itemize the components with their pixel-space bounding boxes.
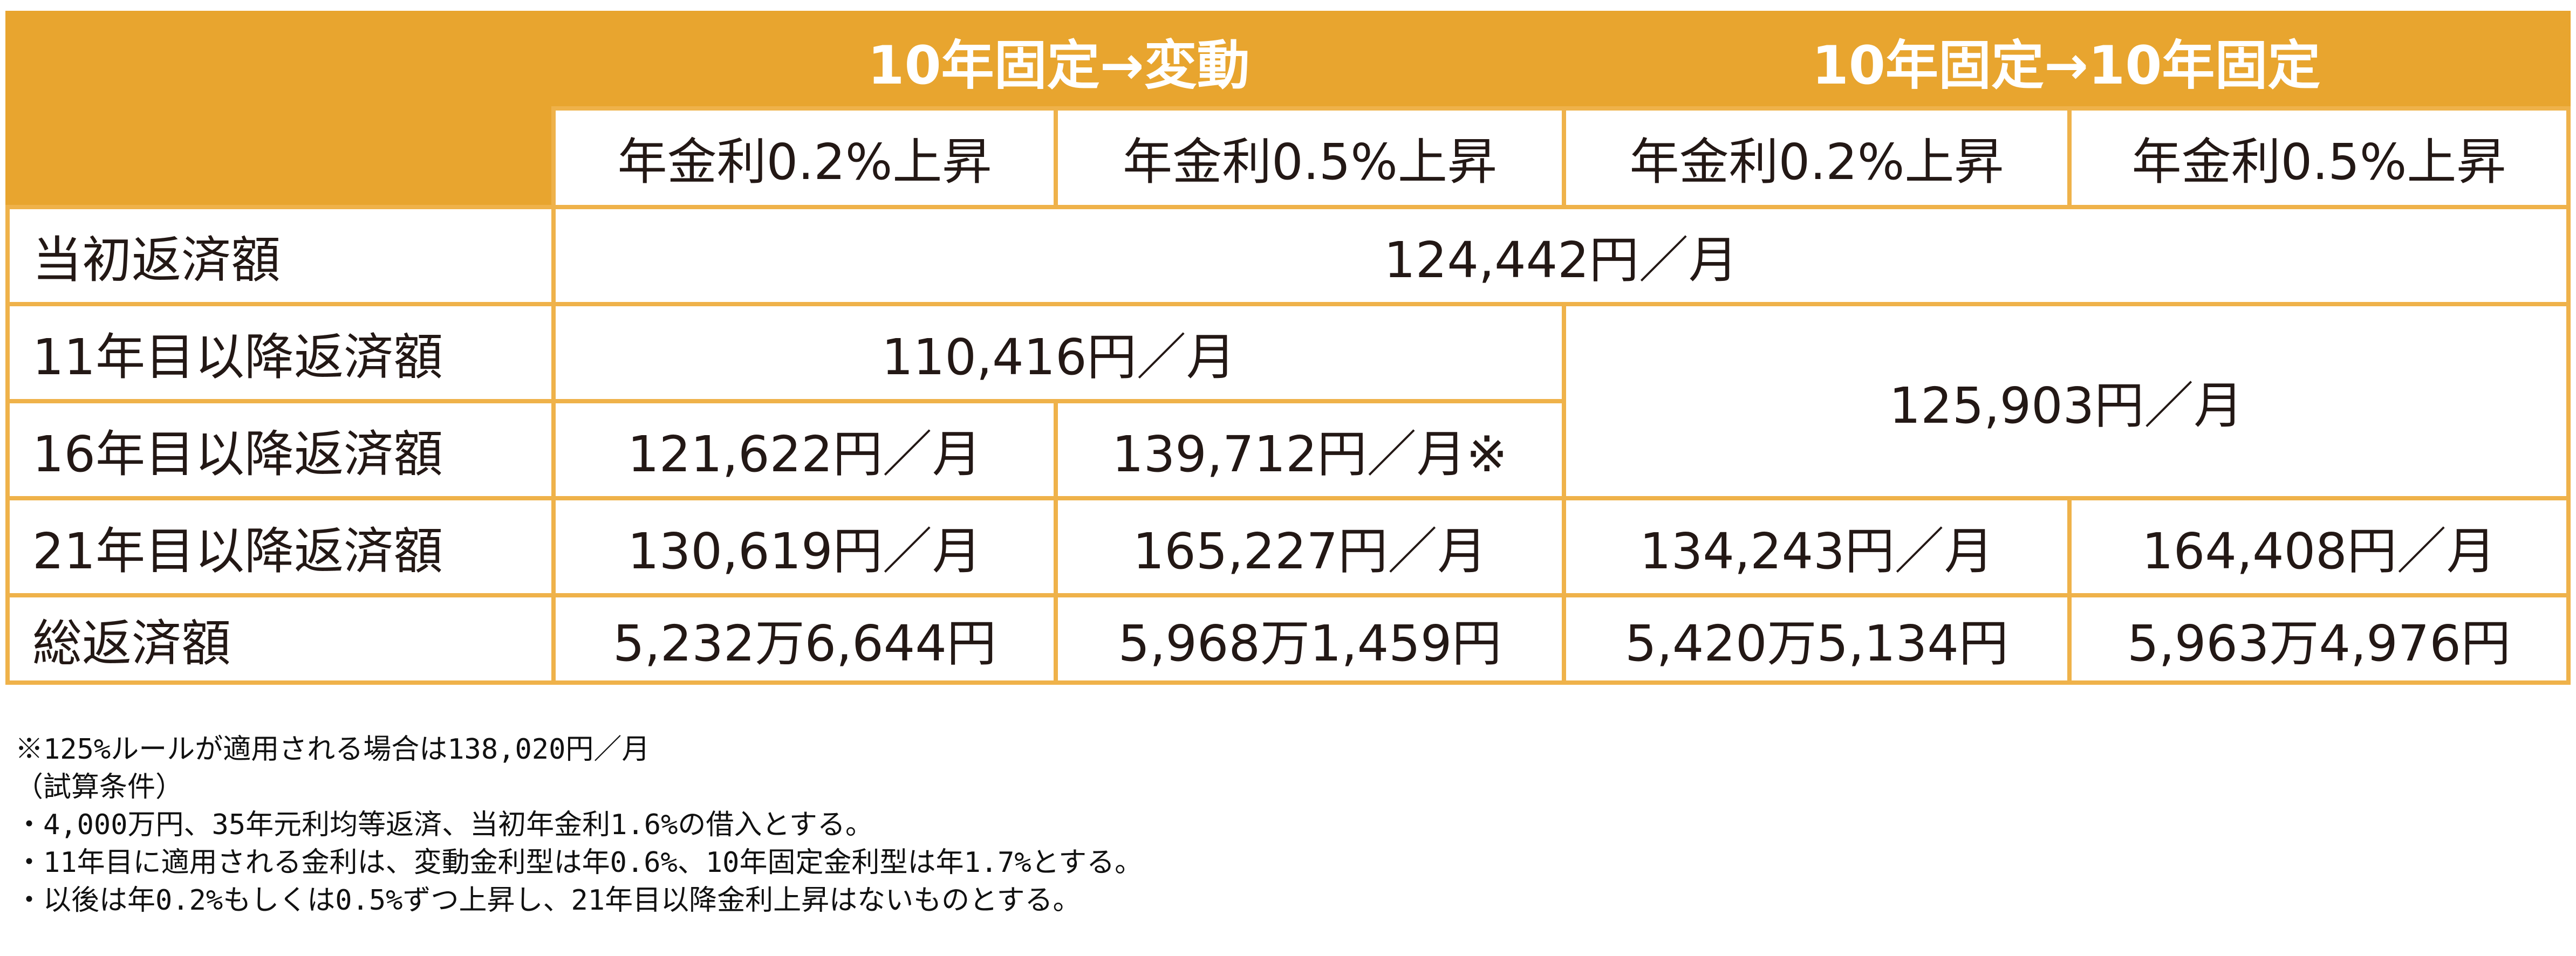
- footnotes: ※125%ルールが適用される場合は138,020円／月 （試算条件） ・4,00…: [15, 731, 2551, 919]
- row-label-year11: 11年目以降返済額: [5, 302, 556, 403]
- comparison-table: 10年固定→変動 10年固定→10年固定 年金利0.2%上昇 年金利0.5%上昇…: [5, 11, 2571, 685]
- year21-variable-05-value: 165,227円／月: [1054, 496, 1566, 597]
- group-header-variable: 10年固定→変動: [556, 11, 1562, 111]
- note-125-rule: ※125%ルールが適用される場合は138,020円／月: [15, 733, 650, 766]
- group-header-fixed: 10年固定→10年固定: [1562, 11, 2571, 111]
- year21-fixed-05-value: 164,408円／月: [2067, 496, 2571, 597]
- note-rate-year11: ・11年目に適用される金利は、変動金利型は年0.6%、10年固定金利型は年1.7…: [15, 847, 1143, 879]
- year16-variable-02-value: 121,622円／月: [551, 399, 1058, 500]
- note-rate-increase: ・以後は年0.2%もしくは0.5%ずつ上昇し、21年目以降金利上昇はないものとす…: [15, 884, 1081, 917]
- sub-header-variable-02: 年金利0.2%上昇: [551, 106, 1058, 209]
- year11-16-fixed-value: 125,903円／月: [1562, 302, 2571, 500]
- year16-variable-05-value: 139,712円／月※: [1054, 399, 1566, 500]
- year21-fixed-02-value: 134,243円／月: [1562, 496, 2072, 597]
- row-label-initial: 当初返済額: [5, 205, 556, 306]
- row-label-year21: 21年目以降返済額: [5, 496, 556, 597]
- year11-variable-value: 110,416円／月: [551, 302, 1566, 403]
- initial-payment-value: 124,442円／月: [551, 205, 2571, 306]
- sub-header-fixed-02: 年金利0.2%上昇: [1562, 106, 2072, 209]
- total-fixed-02-value: 5,420万5,134円: [1562, 593, 2072, 685]
- year21-variable-02-value: 130,619円／月: [551, 496, 1058, 597]
- note-loan-conditions: ・4,000万円、35年元利均等返済、当初年金利1.6%の借入とする。: [15, 809, 873, 841]
- row-label-year16: 16年目以降返済額: [5, 399, 556, 500]
- total-fixed-05-value: 5,963万4,976円: [2067, 593, 2571, 685]
- total-variable-02-value: 5,232万6,644円: [551, 593, 1058, 685]
- sub-header-variable-05: 年金利0.5%上昇: [1054, 106, 1566, 209]
- sub-header-fixed-05: 年金利0.5%上昇: [2067, 106, 2571, 209]
- total-variable-05-value: 5,968万1,459円: [1054, 593, 1566, 685]
- note-conditions-heading: （試算条件）: [15, 771, 184, 803]
- row-label-total: 総返済額: [5, 593, 556, 685]
- header-corner: [5, 11, 556, 205]
